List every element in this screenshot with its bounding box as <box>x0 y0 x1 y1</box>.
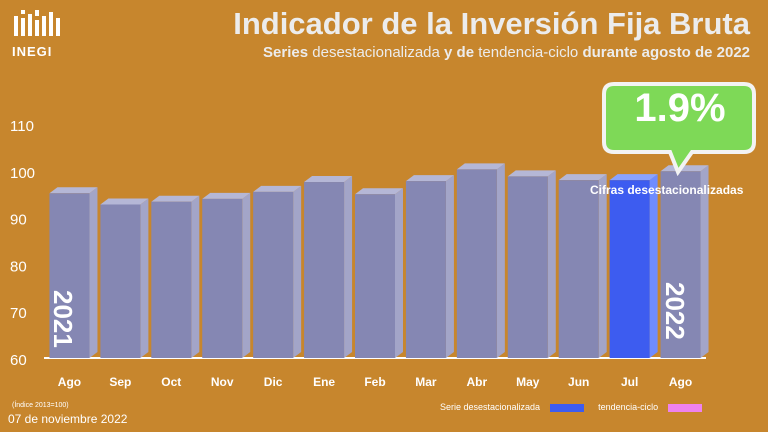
legend-series2-swatch <box>668 403 703 412</box>
bar-top <box>100 198 149 205</box>
bar <box>507 176 548 358</box>
bar-top <box>253 185 302 192</box>
inegi-logo-icon <box>14 10 60 36</box>
x-tick-label: Nov <box>211 375 234 389</box>
x-tick-label: May <box>516 375 540 389</box>
bar-top <box>49 187 98 194</box>
bar-side <box>700 165 709 358</box>
index-note: (Índice 2013=100) <box>12 402 69 409</box>
bar-top <box>507 170 556 177</box>
x-tick-label: Ago <box>669 375 692 389</box>
x-tick-label: Dic <box>264 375 283 389</box>
year-label-right: 2022 <box>660 282 690 340</box>
bar-side <box>89 187 98 358</box>
bar-side <box>191 195 200 358</box>
bar <box>456 169 497 358</box>
x-tick-label: Abr <box>467 375 488 389</box>
x-tick-label: Ago <box>58 375 81 389</box>
chart-subtitle: Series desestacionalizada y de tendencia… <box>263 44 750 61</box>
chart-title: Indicador de la Inversión Fija Bruta <box>233 6 750 41</box>
x-tick-label: Sep <box>109 375 131 389</box>
highlight-value: 1.9% <box>634 86 726 130</box>
bar <box>405 181 446 358</box>
y-tick-label: 90 <box>10 212 27 229</box>
bar-top <box>304 176 353 183</box>
bar-top <box>660 165 709 172</box>
bar <box>202 198 243 358</box>
bar-side <box>344 176 353 358</box>
y-tick-label: 110 <box>10 118 34 135</box>
bar <box>609 180 650 358</box>
bar-side <box>395 188 403 358</box>
x-tick-label: Ene <box>313 375 335 389</box>
bar-side <box>293 185 302 358</box>
bar-top <box>456 163 505 170</box>
y-tick-label: 60 <box>10 352 27 369</box>
bar <box>151 201 192 358</box>
bar-side <box>547 170 556 358</box>
highlight-bubble <box>602 82 756 176</box>
bar-side <box>242 192 251 358</box>
legend: Serie desestacionalizada tendencia-ciclo <box>440 402 716 412</box>
bar <box>100 204 141 358</box>
highlight-caption: Cifras desestacionalizadas <box>590 183 744 197</box>
x-tick-label: Jun <box>568 375 589 389</box>
x-tick-label: Oct <box>161 375 181 389</box>
bar-top <box>609 174 658 181</box>
bar-top <box>151 195 200 202</box>
bar <box>49 193 90 358</box>
legend-series1-label: Serie desestacionalizada <box>440 402 541 412</box>
inegi-logo: INEGI <box>8 6 70 62</box>
bar-top <box>405 175 454 182</box>
bar-side <box>649 174 658 358</box>
bar-top <box>355 188 403 195</box>
y-tick-label: 70 <box>10 305 27 322</box>
bar <box>660 171 701 358</box>
bar-top <box>558 174 607 181</box>
bar <box>304 182 345 358</box>
year-label-left: 2021 <box>48 290 78 348</box>
legend-series1-swatch <box>550 403 585 412</box>
bar-side <box>598 174 607 358</box>
bar-side <box>140 198 149 358</box>
bar <box>355 194 395 358</box>
bar-side <box>445 175 454 358</box>
bar <box>558 180 599 358</box>
x-tick-label: Feb <box>364 375 385 389</box>
y-tick-label: 100 <box>10 165 35 182</box>
bar-side <box>496 163 505 358</box>
x-tick-label: Mar <box>415 375 437 389</box>
publication-date: 07 de noviembre 2022 <box>8 412 128 426</box>
logo-text: INEGI <box>12 44 53 59</box>
bar <box>253 191 294 358</box>
legend-series2-label: tendencia-ciclo <box>598 402 659 412</box>
x-tick-label: Jul <box>621 375 638 389</box>
y-tick-label: 80 <box>10 258 27 275</box>
bar-top <box>202 192 251 199</box>
